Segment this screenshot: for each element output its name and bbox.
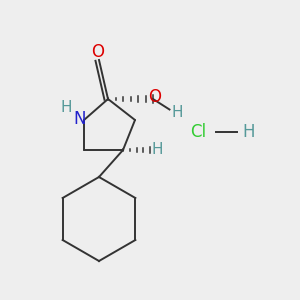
Text: H: H: [243, 123, 255, 141]
Text: H: H: [152, 142, 163, 157]
Text: O: O: [91, 44, 104, 62]
Text: N: N: [73, 110, 86, 128]
Text: H: H: [171, 105, 183, 120]
Text: H: H: [60, 100, 72, 116]
Text: O: O: [148, 88, 161, 106]
Text: Cl: Cl: [190, 123, 206, 141]
